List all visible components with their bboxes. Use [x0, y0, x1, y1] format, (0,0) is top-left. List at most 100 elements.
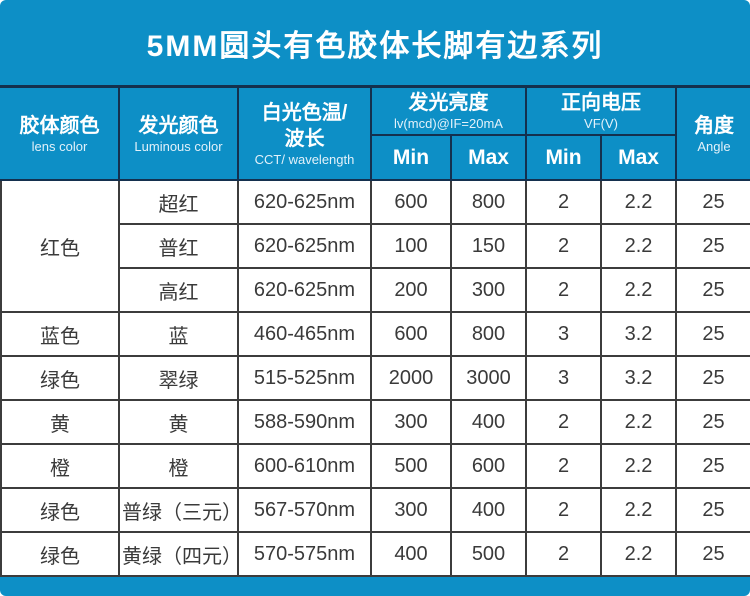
- cell-wavelength: 600-610nm: [237, 443, 372, 490]
- cell-wavelength: 567-570nm: [237, 487, 372, 534]
- cell-vf-min: 2: [525, 487, 603, 534]
- header-angle-en: Angle: [697, 138, 731, 154]
- cell-luminance-max: 500: [449, 531, 528, 578]
- cell-vf-max: 3.2: [600, 311, 678, 358]
- cell-wavelength: 460-465nm: [237, 311, 372, 358]
- cell-wavelength: 620-625nm: [237, 267, 372, 314]
- cell-vf-min: 2: [525, 223, 603, 270]
- header-luminance-zh: 发光亮度: [408, 92, 489, 114]
- cell-luminance-max: 400: [449, 487, 528, 534]
- header-luminous-color-zh: 发光颜色: [138, 114, 219, 137]
- header-cct-zh-line1: 白光色温/: [261, 101, 348, 124]
- cell-vf-max: 2.2: [600, 179, 678, 226]
- page-title: 5MM圆头有色胶体长脚有边系列: [146, 29, 604, 63]
- cell-angle: 25: [675, 399, 750, 446]
- header-cct-wavelength: 白光色温/ 波长 CCT/ wavelength: [237, 88, 372, 182]
- cell-luminance-max: 150: [449, 223, 528, 270]
- cell-luminous-color: 普红: [118, 223, 239, 270]
- cell-luminance-max: 3000: [449, 355, 528, 402]
- cell-wavelength: 588-590nm: [237, 399, 372, 446]
- header-forward-voltage-group: 正向电压 VF(V): [525, 88, 678, 137]
- cell-luminous-color: 黄: [118, 399, 239, 446]
- header-lens-color: 胶体颜色 lens color: [1, 88, 120, 182]
- cell-lens-color: 黄: [0, 399, 120, 446]
- cell-luminance-min: 200: [370, 267, 452, 314]
- cell-wavelength: 515-525nm: [237, 355, 372, 402]
- table-header: 胶体颜色 lens color 发光颜色 Luminous color 白光色温…: [1, 88, 750, 182]
- cell-vf-max: 2.2: [600, 399, 678, 446]
- cell-vf-min: 2: [525, 179, 603, 226]
- title-bar: 5MM圆头有色胶体长脚有边系列: [0, 0, 750, 88]
- cell-luminance-max: 400: [449, 399, 528, 446]
- cell-angle: 25: [675, 487, 750, 534]
- header-angle-zh: 角度: [694, 114, 735, 137]
- cell-vf-max: 2.2: [600, 223, 678, 270]
- cell-lens-color: 绿色: [0, 531, 120, 578]
- cell-lens-color: 绿色: [0, 355, 120, 402]
- table-row: 黄 黄 588-590nm 300 400 2 2.2 25: [0, 399, 750, 446]
- cell-luminance-max: 600: [449, 443, 528, 490]
- cell-vf-max: 2.2: [600, 531, 678, 578]
- cell-lens-color: 绿色: [0, 487, 120, 534]
- header-lens-color-en: lens color: [31, 138, 88, 154]
- cell-wavelength: 570-575nm: [237, 531, 372, 578]
- cell-angle: 25: [675, 179, 750, 226]
- cell-lens-color: 橙: [0, 443, 120, 490]
- header-luminance-en: lv(mcd)@IF=20mA: [394, 116, 503, 131]
- cell-luminance-min: 100: [370, 223, 452, 270]
- table-row: 普红 620-625nm 100 150 2 2.2 25: [1, 223, 750, 270]
- cell-lens-color: 蓝色: [0, 311, 120, 358]
- cell-luminance-min: 600: [370, 311, 452, 358]
- table-row: 绿色 黄绿（四元） 570-575nm 400 500 2 2.2 25: [0, 531, 750, 578]
- table-row: 红色 超红 620-625nm 600 800 2 2.2 25: [0, 179, 750, 314]
- cell-luminous-color: 黄绿（四元）: [118, 531, 239, 578]
- cell-vf-min: 3: [525, 311, 603, 358]
- header-luminance-max: Max: [449, 134, 528, 182]
- cell-vf-min: 3: [525, 355, 603, 402]
- cell-vf-min: 2: [525, 531, 603, 578]
- cell-vf-max: 2.2: [600, 487, 678, 534]
- header-vf-min: Min: [525, 134, 603, 182]
- cell-vf-max: 2.2: [600, 443, 678, 490]
- header-voltage-zh: 正向电压: [561, 92, 642, 114]
- header-lens-color-zh: 胶体颜色: [19, 114, 100, 137]
- vf-min-label: Min: [545, 145, 582, 169]
- cell-luminous-color: 普绿（三元）: [118, 487, 239, 534]
- cell-luminance-max: 800: [449, 311, 528, 358]
- cell-wavelength: 620-625nm: [237, 223, 372, 270]
- header-luminance-min: Min: [371, 134, 452, 182]
- table-row: 高红 620-625nm 200 300 2 2.2 25: [1, 267, 750, 314]
- header-vf-max: Max: [600, 134, 677, 182]
- cell-vf-min: 2: [525, 443, 603, 490]
- cell-luminance-min: 400: [370, 531, 452, 578]
- cell-angle: 25: [675, 267, 750, 314]
- cell-angle: 25: [675, 531, 750, 578]
- vf-max-label: Max: [618, 145, 659, 169]
- cell-luminous-color: 高红: [118, 267, 239, 314]
- header-luminous-color-en: Luminous color: [134, 138, 223, 154]
- cell-vf-max: 3.2: [600, 355, 678, 402]
- cell-luminance-min: 300: [370, 487, 452, 534]
- cell-wavelength: 620-625nm: [237, 179, 372, 226]
- table-body: 红色 超红 620-625nm 600 800 2 2.2 25 普红 620-…: [0, 179, 750, 578]
- header-luminous-color: 发光颜色 Luminous color: [118, 88, 239, 182]
- cell-angle: 25: [675, 223, 750, 270]
- header-voltage-en: VF(V): [584, 116, 618, 131]
- cell-angle: 25: [675, 355, 750, 402]
- header-angle: 角度 Angle: [675, 88, 750, 182]
- cell-luminance-min: 300: [370, 399, 452, 446]
- cell-vf-max: 2.2: [600, 267, 678, 314]
- cell-vf-min: 2: [525, 267, 603, 314]
- cell-luminous-color: 超红: [118, 179, 239, 226]
- luminance-min-label: Min: [392, 145, 430, 169]
- table-row: 橙 橙 600-610nm 500 600 2 2.2 25: [0, 443, 750, 490]
- header-cct-zh-line2: 波长: [284, 127, 325, 150]
- cell-lens-color: 红色: [0, 179, 120, 314]
- cell-luminous-color: 翠绿: [118, 355, 239, 402]
- spec-table: 胶体颜色 lens color 发光颜色 Luminous color 白光色温…: [0, 88, 750, 578]
- cell-luminance-max: 300: [449, 267, 528, 314]
- cell-luminance-max: 800: [449, 179, 528, 226]
- table-row: 绿色 普绿（三元） 567-570nm 300 400 2 2.2 25: [0, 487, 750, 534]
- luminance-max-label: Max: [468, 145, 509, 169]
